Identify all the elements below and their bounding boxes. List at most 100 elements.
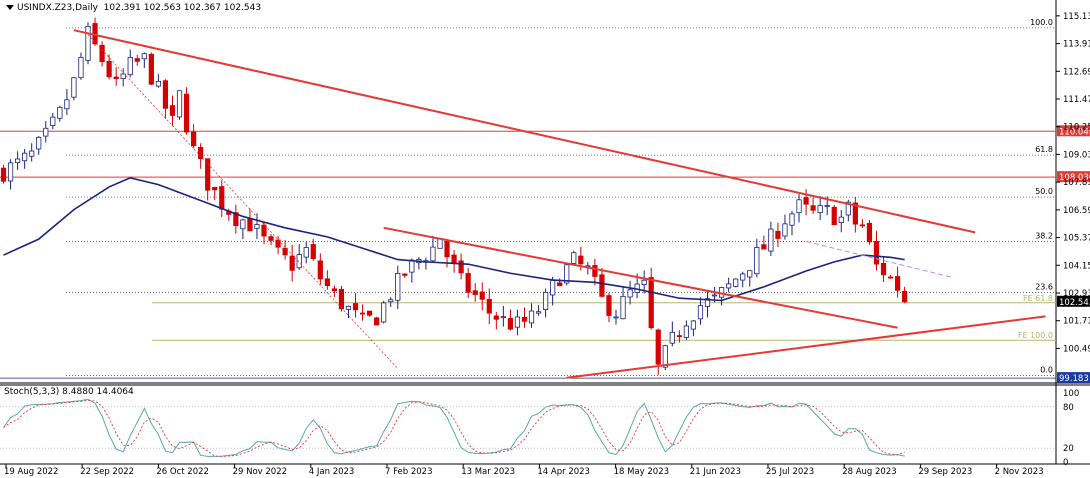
candle-body	[859, 224, 866, 227]
level-price-label: 110.049	[1059, 127, 1090, 137]
candle-body	[528, 310, 535, 324]
candle-body	[669, 331, 675, 344]
level-price-badge	[1057, 171, 1090, 183]
candle-body	[817, 205, 823, 213]
candle-body	[310, 244, 316, 259]
time-tick-label: 25 Jul 2023	[766, 467, 814, 477]
price-tick-label: 106.590	[1063, 206, 1090, 216]
candle-body	[479, 291, 485, 300]
fibonacci-levels: 100.0 61.8 50.0 38.2 23.6 0.0 FE 61.8 FE 100.0	[66, 18, 1056, 376]
price-tick-label: 112.690	[1063, 67, 1090, 77]
stochastic-panel: 100 80 20 0	[0, 389, 1079, 468]
candle-body	[430, 246, 436, 262]
candle-body	[627, 289, 633, 298]
candle-body	[331, 288, 338, 292]
horizontal-levels: 110.049 108.030 99.183 102.543	[0, 125, 1090, 384]
fib-level-label: 38.2	[1035, 231, 1053, 240]
candle-body	[402, 273, 408, 276]
trendline	[73, 29, 976, 234]
stoch-level-label: 0	[1063, 458, 1068, 468]
price-tick-label: 109.030	[1063, 150, 1090, 160]
candle-body	[493, 315, 499, 320]
price-tick-label: 101.710	[1063, 317, 1090, 327]
ohlc-label: 102.391 102.563 102.367 102.543	[103, 3, 262, 13]
trendline	[383, 226, 898, 329]
level-price-label: 108.030	[1059, 173, 1090, 183]
candle-body	[127, 57, 133, 76]
candle-body	[296, 254, 302, 269]
candle-body	[557, 282, 563, 287]
candle-body	[782, 223, 788, 237]
candle-body	[486, 298, 492, 314]
candle-body	[599, 274, 605, 297]
candle-body	[775, 230, 781, 239]
price-tick-label: 115.130	[1063, 12, 1090, 22]
candle-body	[113, 76, 119, 80]
candle-body	[317, 260, 323, 280]
time-tick-label: 14 Apr 2023	[537, 467, 590, 477]
time-tick-label: 4 Jan 2023	[309, 467, 355, 477]
candle-body	[190, 131, 197, 147]
candle-body	[676, 335, 682, 337]
axes-layer: 115.130 113.910 112.690 111.470 110.250 109.0…	[4, 12, 1090, 477]
candle-body	[155, 80, 161, 87]
candle-body	[57, 106, 63, 119]
candle-body	[14, 158, 21, 164]
candle-body	[141, 53, 147, 60]
time-tick-label: 19 Aug 2022	[4, 467, 58, 477]
candle-body	[451, 254, 457, 264]
candle-body	[726, 283, 732, 289]
candle-body	[338, 288, 345, 310]
candle-body	[690, 320, 697, 330]
candle-body	[648, 277, 654, 329]
candle-body	[43, 127, 49, 137]
candle-body	[240, 219, 246, 230]
candle-body	[366, 310, 373, 316]
time-tick-label: 28 Aug 2023	[842, 467, 896, 477]
price-tick-label: 100.490	[1063, 344, 1090, 354]
candle-body	[761, 244, 767, 250]
stoch-level-label: 100	[1063, 389, 1079, 399]
price-tick-label: 110.250	[1063, 123, 1090, 133]
candle-body	[388, 299, 394, 303]
candle-body	[683, 325, 690, 338]
candle-body	[880, 263, 887, 276]
candle-body	[543, 291, 549, 310]
candle-body	[162, 80, 169, 109]
time-tick-label: 29 Nov 2022	[233, 467, 287, 477]
candle-body	[711, 294, 718, 297]
candle-body	[345, 305, 352, 310]
candle-body	[169, 105, 176, 116]
price-tick-label: 107.810	[1063, 178, 1090, 188]
candle-body	[106, 61, 112, 78]
candle-body	[134, 58, 140, 62]
fib-level-label: 61.8	[1035, 145, 1053, 154]
fib-level-label: 23.6	[1035, 283, 1053, 292]
candle-body	[641, 279, 647, 285]
candle-body	[810, 205, 816, 211]
time-tick-label: 18 May 2023	[614, 467, 669, 477]
dropdown-triangle-icon[interactable]	[6, 5, 14, 10]
candle-body	[662, 345, 668, 368]
time-tick-label: 29 Sep 2023	[918, 467, 972, 477]
candle-body	[282, 247, 288, 256]
candle-body	[564, 264, 570, 284]
candle-body	[740, 273, 746, 281]
time-tick-label: 26 Oct 2022	[156, 467, 209, 477]
candle-body	[873, 241, 880, 265]
candle-body	[620, 295, 626, 320]
candle-body	[655, 329, 661, 365]
time-tick-label: 7 Feb 2023	[385, 467, 433, 477]
candle-body	[887, 276, 894, 279]
candle-body	[183, 93, 190, 133]
candle-body	[324, 278, 330, 287]
candle-body	[458, 260, 464, 274]
candle-body	[148, 53, 154, 85]
candle-body	[50, 116, 56, 126]
candle-body	[845, 201, 851, 216]
candle-body	[789, 213, 795, 226]
candle-body	[409, 259, 415, 273]
candle-body	[796, 199, 802, 214]
candle-body	[824, 205, 830, 207]
